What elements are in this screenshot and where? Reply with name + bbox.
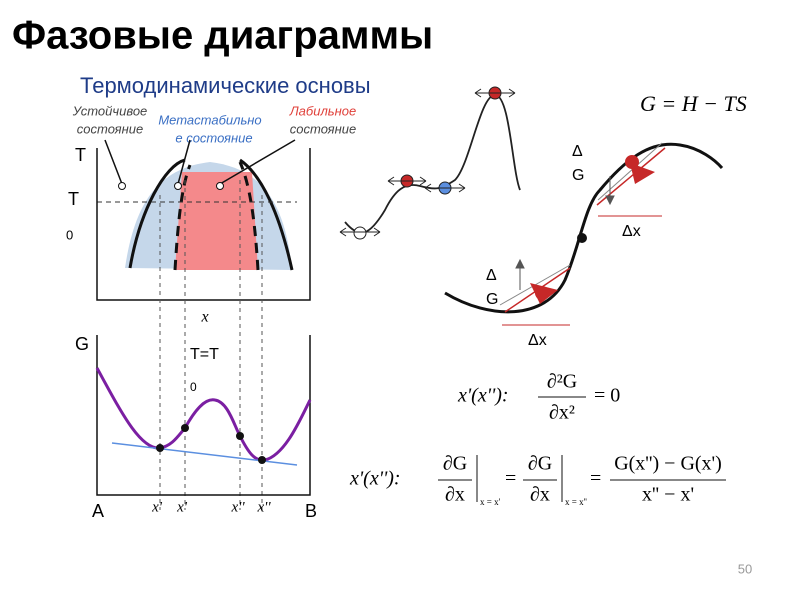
y-axis-label: G	[75, 334, 89, 354]
eq-numerator: G(x'') − G(x')	[614, 453, 722, 475]
pointer	[177, 139, 191, 185]
stable-label: состояние	[77, 121, 143, 136]
eq-numerator: ∂G	[528, 453, 552, 475]
arrowhead	[515, 258, 525, 269]
metastable-label: е состояние	[175, 130, 252, 145]
eq-denominator: ∂x²	[549, 402, 575, 424]
arrow	[339, 227, 381, 237]
state-labels: Устойчивое состояние Метастабильно е сос…	[72, 103, 357, 145]
t0-label: T	[68, 189, 79, 209]
point	[174, 182, 182, 190]
x-axis-label: x	[200, 309, 208, 326]
labile-region	[175, 172, 258, 270]
s-curve-diagram: Δ G Δ G Δx Δx	[444, 142, 724, 349]
formula: G = H − TS	[640, 91, 747, 116]
eq-denominator: x'' − x'	[642, 484, 694, 506]
arrow	[387, 176, 427, 186]
delta-g-arrows	[515, 176, 615, 290]
left-label: A	[92, 501, 104, 521]
condition: T=T	[190, 346, 219, 363]
delta-g: Δ	[572, 143, 583, 160]
eq-subscript: x = x''	[565, 497, 587, 507]
point	[236, 432, 244, 440]
y-axis-label: T	[75, 145, 86, 165]
s-curve	[444, 142, 724, 314]
point	[181, 424, 189, 432]
eq-lhs: x'(x''):	[457, 385, 509, 407]
x-mark: x''	[256, 499, 271, 515]
point	[258, 456, 266, 464]
pointer	[104, 139, 123, 185]
inflection-point	[577, 233, 587, 243]
axes	[96, 335, 311, 496]
eq-numerator: ∂²G	[547, 371, 577, 393]
arrow	[424, 183, 466, 193]
energy-landscape: G = H − TS	[339, 86, 747, 240]
arrow	[474, 88, 516, 98]
delta-g: G	[486, 291, 498, 308]
binodal-curve	[239, 158, 294, 271]
delta-g: G	[572, 167, 584, 184]
ball	[625, 155, 639, 169]
point	[216, 182, 224, 190]
metastable-label: Метастабильно	[158, 112, 261, 127]
arrowhead	[605, 195, 615, 206]
eq-numerator: ∂G	[443, 453, 467, 475]
delta-x-markers	[502, 215, 662, 326]
delta-g: Δ	[486, 267, 497, 284]
tie-lines	[159, 180, 263, 510]
right-label: B	[305, 501, 317, 521]
arrows	[339, 88, 516, 237]
common-tangent	[111, 442, 298, 466]
t0-label: 0	[66, 227, 73, 242]
pointer	[219, 139, 296, 185]
x-mark: x''	[230, 499, 245, 515]
phase-diagram: T T 0 x	[66, 139, 311, 326]
eq-subscript: x = x'	[480, 497, 501, 507]
point	[156, 444, 164, 452]
eq-denominator: ∂x	[445, 484, 465, 506]
condition: 0	[190, 380, 197, 394]
x-mark: x'	[176, 499, 188, 515]
eq-denominator: ∂x	[530, 484, 550, 506]
equations: x'(x''): ∂²G ∂x² = 0 x'(x''): ∂G ∂x x = …	[349, 371, 726, 507]
chord	[597, 142, 663, 201]
axes	[96, 148, 311, 301]
eq-rhs: = 0	[594, 385, 620, 407]
labile-label: состояние	[290, 121, 356, 136]
g-plot: G T=T 0 A B x' x' x'' x''	[75, 334, 317, 521]
labile-label: Лабильное	[289, 103, 356, 118]
delta-x: Δx	[622, 223, 641, 240]
x-mark: x'	[151, 499, 163, 515]
point	[118, 182, 126, 190]
slide-title: Фазовые диаграммы	[12, 14, 433, 58]
ball	[353, 226, 367, 240]
page-number: 50	[738, 561, 752, 576]
g-curve	[95, 367, 312, 462]
eq-sign: =	[505, 468, 516, 490]
triangle	[630, 163, 655, 184]
ball	[535, 286, 549, 300]
slide-subtitle: Термодинамические основы	[80, 73, 371, 98]
binodal-curve	[128, 158, 186, 269]
eq-lhs: x'(x''):	[349, 468, 401, 490]
landscape-curve	[344, 94, 521, 234]
stable-label: Устойчивое	[72, 103, 148, 118]
eq-sign: =	[590, 468, 601, 490]
delta-x: Δx	[528, 332, 547, 349]
